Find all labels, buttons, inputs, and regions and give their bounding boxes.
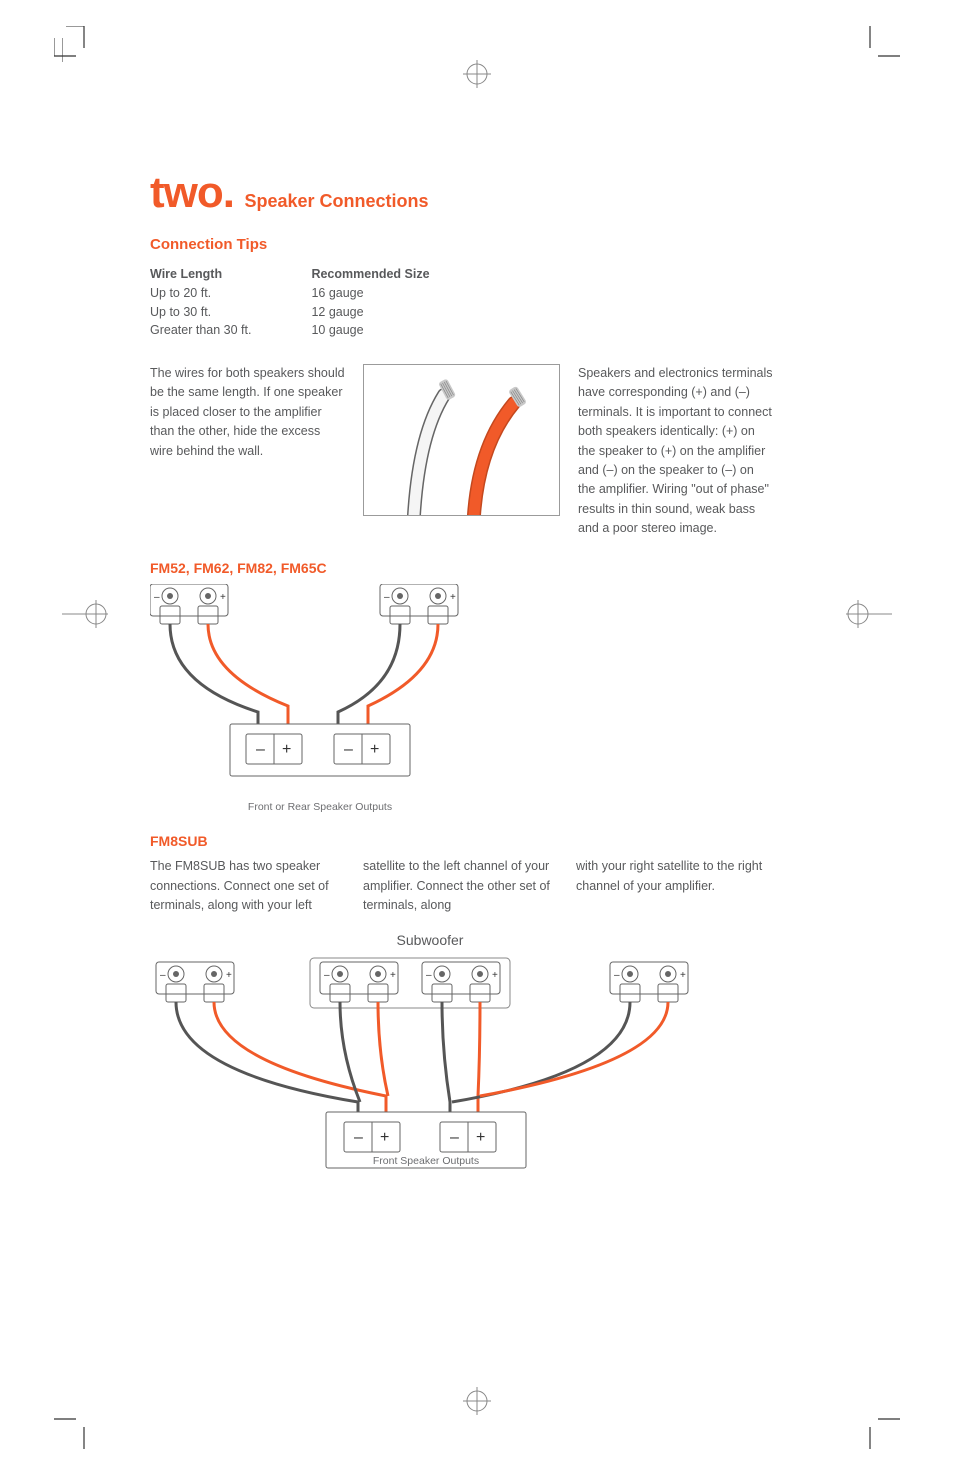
- wire-length-header: Wire Length: [150, 265, 251, 284]
- tips-left-text: The wires for both speakers should be th…: [150, 364, 345, 538]
- wiring-diagram-2: Subwoofer – +: [150, 932, 810, 1187]
- wire-length-row: Up to 20 ft.: [150, 284, 251, 303]
- models-heading: FM52, FM62, FM82, FM65C: [150, 560, 810, 576]
- wire-gauge-table: Wire Length Up to 20 ft. Up to 30 ft. Gr…: [150, 265, 810, 340]
- wire-size-row: 12 gauge: [311, 303, 429, 322]
- crop-tl: [54, 26, 90, 62]
- svg-text:+: +: [380, 1129, 389, 1146]
- section-number: two.: [150, 168, 234, 218]
- wire-length-row: Up to 30 ft.: [150, 303, 251, 322]
- subwoofer-label: Subwoofer: [150, 932, 710, 948]
- wire-length-column: Wire Length Up to 20 ft. Up to 30 ft. Gr…: [150, 265, 251, 340]
- wire-illustration: [363, 364, 560, 516]
- registration-mark-left: [62, 600, 108, 628]
- page: two. Speaker Connections Connection Tips…: [0, 0, 954, 1475]
- diagram2-caption-svg: Front Speaker Outputs: [373, 1155, 479, 1167]
- svg-text:–: –: [354, 1129, 363, 1146]
- wire-size-row: 10 gauge: [311, 321, 429, 340]
- crop-br: [864, 1413, 900, 1449]
- diagram1-caption: Front or Rear Speaker Outputs: [150, 801, 490, 813]
- fm8sub-col2: satellite to the left channel of your am…: [363, 857, 558, 915]
- fm8sub-heading: FM8SUB: [150, 833, 810, 849]
- svg-text:–: –: [450, 1129, 459, 1146]
- tips-right-text: Speakers and electronics terminals have …: [578, 364, 773, 538]
- connection-tips-heading: Connection Tips: [150, 236, 810, 253]
- wire-size-header: Recommended Size: [311, 265, 429, 284]
- registration-mark-top: [463, 60, 491, 88]
- svg-text:+: +: [476, 1129, 485, 1146]
- fm8sub-text: The FM8SUB has two speaker connections. …: [150, 857, 810, 915]
- crop-bl: [54, 1413, 90, 1449]
- wire-size-column: Recommended Size 16 gauge 12 gauge 10 ga…: [311, 265, 429, 340]
- tips-columns: The wires for both speakers should be th…: [150, 364, 810, 538]
- fm8sub-col1: The FM8SUB has two speaker connections. …: [150, 857, 345, 915]
- crop-tr: [864, 26, 900, 62]
- wire-size-row: 16 gauge: [311, 284, 429, 303]
- content-area: two. Speaker Connections Connection Tips…: [150, 168, 810, 1187]
- wire-length-row: Greater than 30 ft.: [150, 321, 251, 340]
- registration-mark-right: [846, 600, 892, 628]
- section-title: Speaker Connections: [244, 191, 428, 212]
- section-header: two. Speaker Connections: [150, 168, 810, 218]
- wiring-diagram-1: – + – +: [150, 584, 810, 813]
- fm8sub-col3: with your right satellite to the right c…: [576, 857, 771, 915]
- registration-mark-bottom: [463, 1387, 491, 1415]
